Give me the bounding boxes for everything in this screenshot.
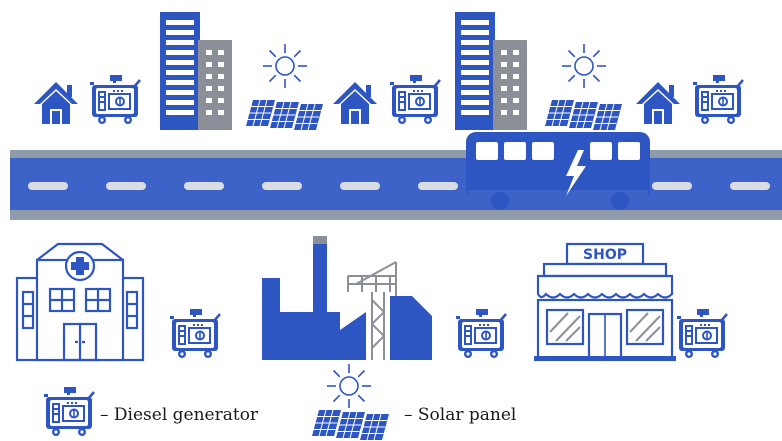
diesel-generator-icon <box>42 385 96 438</box>
sun-icon <box>561 43 607 89</box>
diesel-generator-icon <box>88 73 142 126</box>
solar-panel-icon <box>311 409 390 441</box>
house-icon <box>34 82 78 124</box>
legend: – Diesel generator – Solar panel <box>42 363 516 441</box>
solar-panel-icon <box>245 99 324 131</box>
sun-icon <box>326 363 372 409</box>
shop-icon: SHOP <box>534 242 676 361</box>
sun-icon <box>262 43 308 89</box>
diesel-generator-icon <box>691 73 745 126</box>
diesel-generator-icon <box>168 307 222 360</box>
legend-solar-label: – Solar panel <box>404 405 516 425</box>
factory-icon <box>262 236 432 360</box>
hospital-icon <box>15 242 145 362</box>
office-building-icon <box>160 12 232 130</box>
road <box>10 150 782 220</box>
office-building-icon <box>455 12 527 130</box>
house-icon <box>333 82 377 124</box>
electric-bus-icon <box>466 132 650 210</box>
lightning-bolt-icon <box>566 150 586 196</box>
shop-sign: SHOP <box>583 247 627 263</box>
diesel-generator-icon <box>454 307 508 360</box>
legend-generator-label: – Diesel generator <box>100 405 259 425</box>
house-icon <box>636 82 680 124</box>
solar-panel-icon <box>544 99 623 131</box>
diesel-generator-icon <box>675 307 729 360</box>
diesel-generator-icon <box>388 73 442 126</box>
